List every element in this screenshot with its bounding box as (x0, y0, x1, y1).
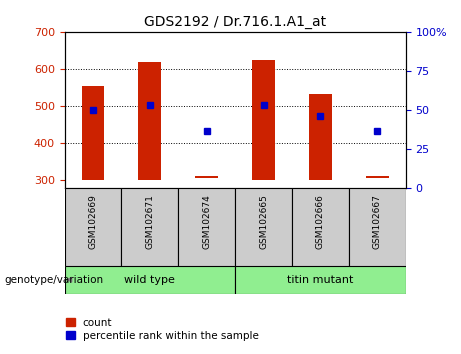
Bar (235, 266, 406, 294)
Text: wild type: wild type (124, 275, 175, 285)
Text: genotype/variation: genotype/variation (5, 275, 104, 285)
Text: GSM102669: GSM102669 (89, 194, 97, 249)
Text: GSM102674: GSM102674 (202, 194, 211, 249)
Text: GSM102671: GSM102671 (145, 194, 154, 249)
Bar (65, 266, 235, 294)
Bar (349, 188, 406, 266)
Bar (138, 62, 161, 180)
Text: GSM102665: GSM102665 (259, 194, 268, 249)
Legend: count, percentile rank within the sample: count, percentile rank within the sample (65, 316, 260, 342)
Bar (178, 188, 235, 266)
Bar (366, 176, 389, 178)
Bar (292, 188, 349, 266)
Text: GSM102666: GSM102666 (316, 194, 325, 249)
Bar (65, 188, 121, 266)
Bar (82, 86, 104, 180)
Text: titin mutant: titin mutant (287, 275, 354, 285)
Bar (309, 94, 332, 180)
Text: GSM102667: GSM102667 (373, 194, 382, 249)
Bar (195, 176, 218, 178)
Bar (121, 188, 178, 266)
Title: GDS2192 / Dr.716.1.A1_at: GDS2192 / Dr.716.1.A1_at (144, 16, 326, 29)
Bar (252, 60, 275, 180)
Bar (235, 188, 292, 266)
